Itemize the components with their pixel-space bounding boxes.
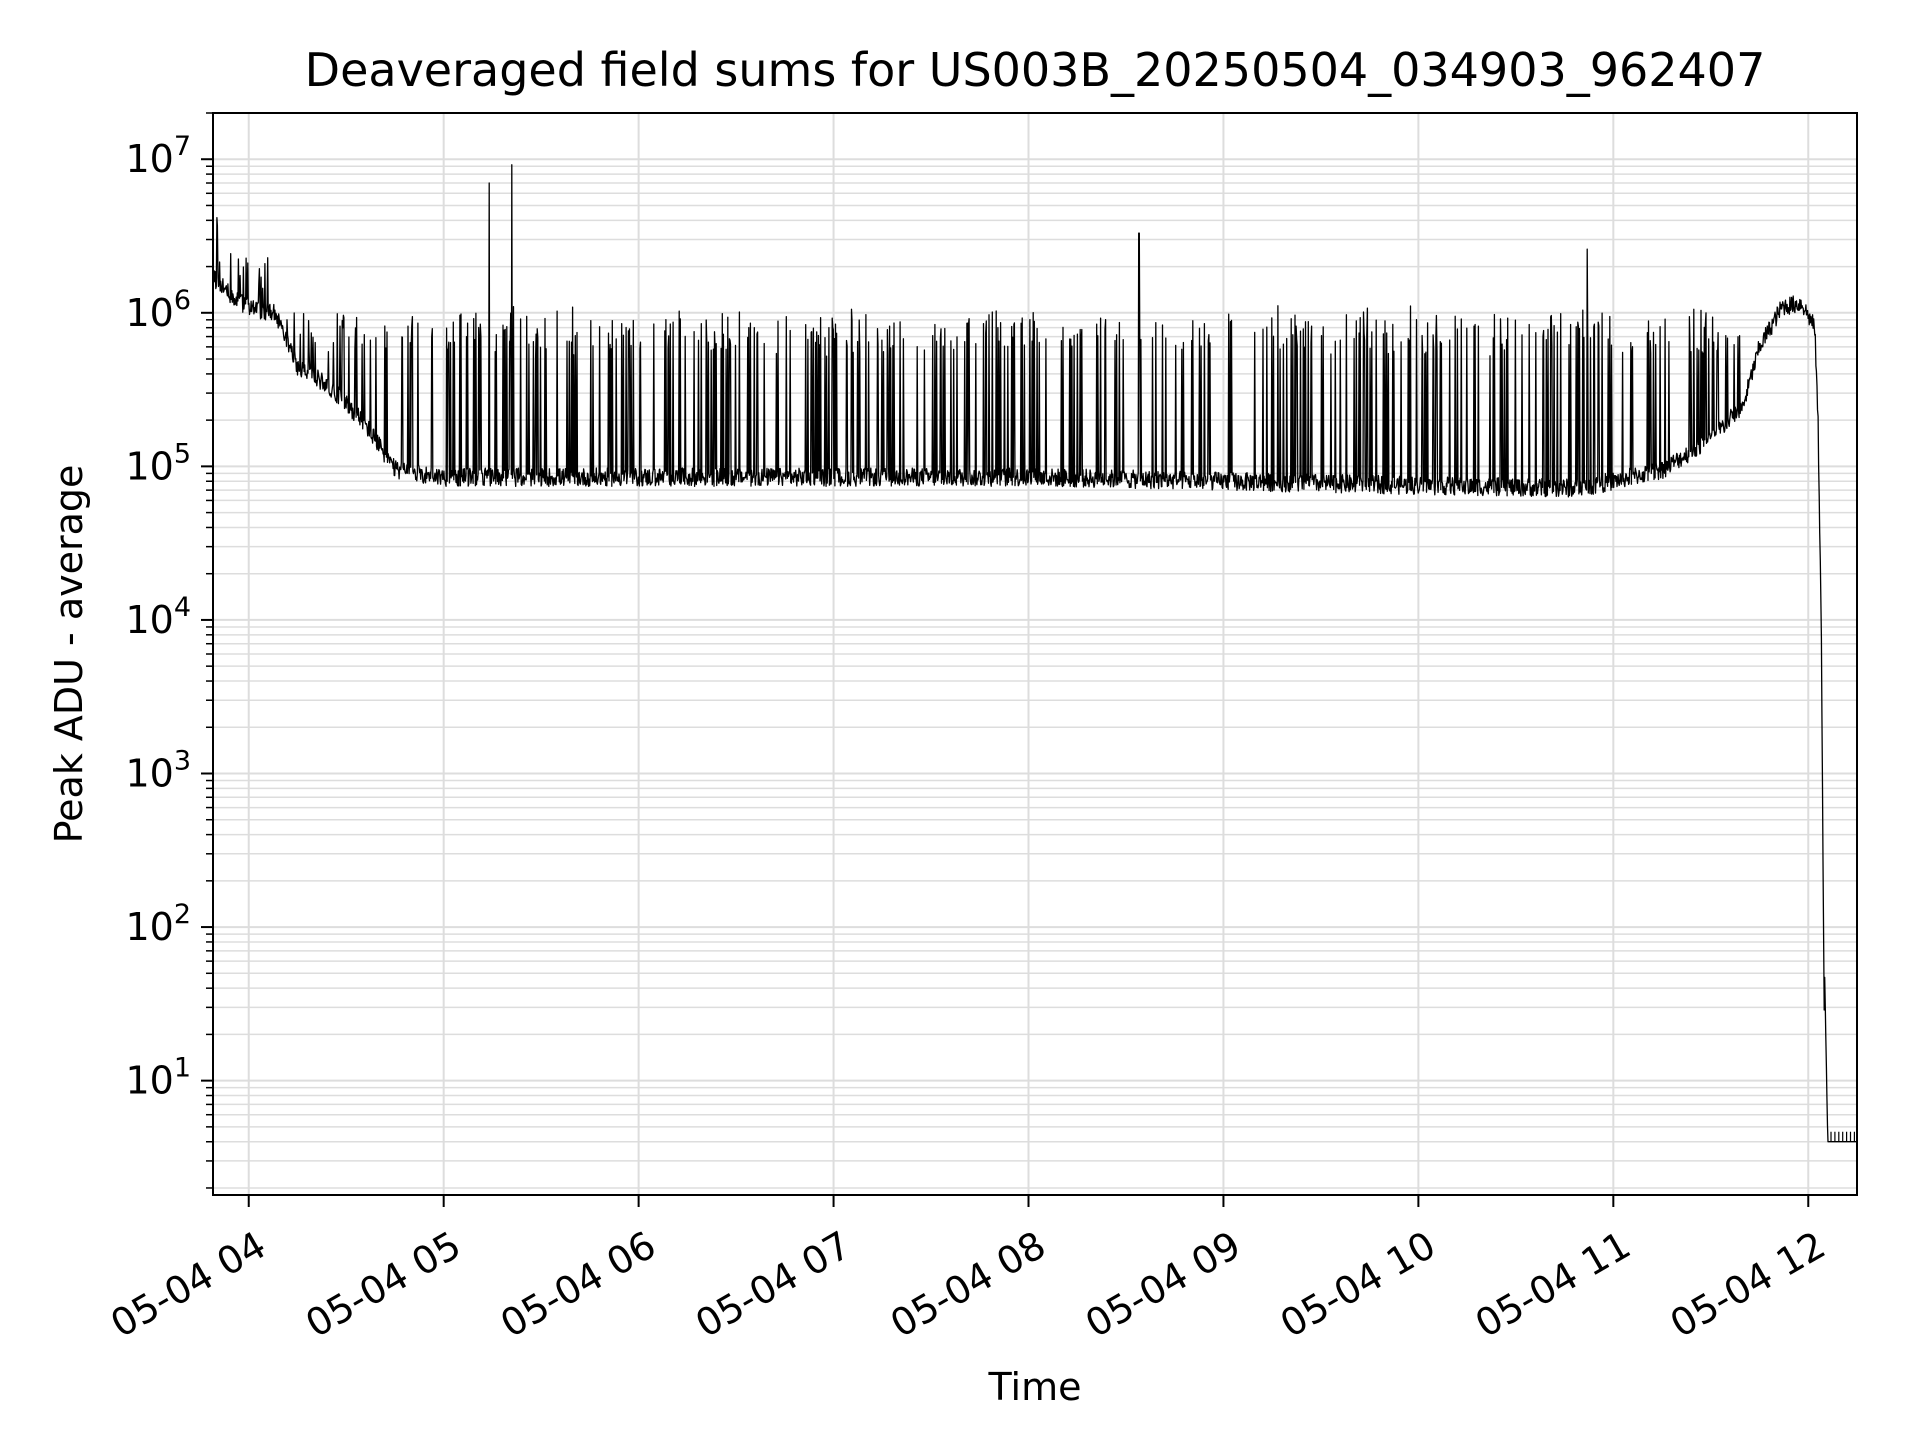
x-axis-label: Time [988,1365,1082,1409]
y-tick-label: 103 [125,745,191,795]
y-tick-label: 104 [125,592,191,642]
y-tick-label: 106 [125,285,191,335]
y-tick-label: 101 [125,1053,191,1103]
y-tick-label: 107 [125,131,191,181]
y-axis: 101 102 103 104 105 106 107 [125,112,213,1189]
chart-title: Deaveraged field sums for US003B_2025050… [305,43,1766,97]
series-line [212,164,1857,1143]
y-tick-label: 105 [125,438,191,488]
y-axis-label: Peak ADU - average [47,465,91,844]
y-tick-label: 102 [125,899,191,949]
series-path [212,164,1857,1143]
